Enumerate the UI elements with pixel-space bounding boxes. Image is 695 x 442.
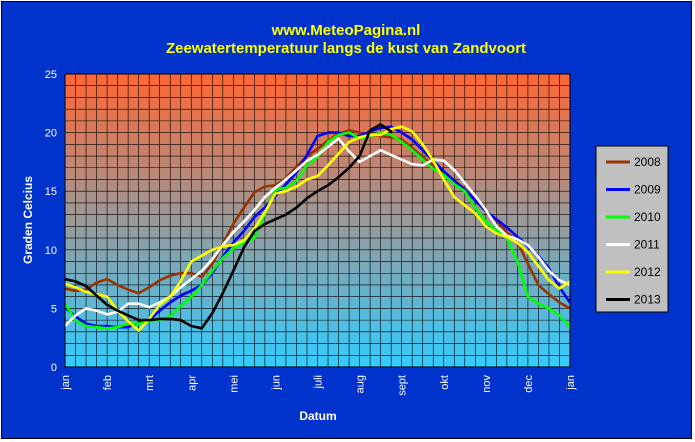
y-tick-label: 10 [45,245,57,257]
x-tick-label: jan [565,375,577,391]
y-tick-label: 25 [45,69,57,81]
x-tick-label: jun [270,375,282,391]
x-tick-label: mrt [144,375,156,391]
x-tick-label: aug [355,375,367,393]
y-axis-label: Graden Celcius [21,176,35,264]
x-axis-ticks: jan feb mrt apr mei jun juli aug sept okt nov dec ja… [60,375,577,396]
grid-lines [65,74,570,367]
chart-subtitle: Zeewatertemperatuur langs de kust van Za… [166,40,526,57]
legend-label-2010: 2010 [634,210,661,224]
x-tick-label: nov [481,375,493,393]
plot-border [64,73,571,368]
series-line-2013 [65,123,393,330]
x-tick-label: sept [397,375,409,396]
x-axis-label: Datum [299,409,336,423]
x-tick-label: feb [102,375,114,390]
x-tick-label: juli [313,375,325,389]
legend-label-2011: 2011 [634,238,660,252]
legend-label-2012: 2012 [634,265,661,279]
x-tick-label: dec [523,375,535,393]
y-tick-label: 0 [51,362,57,374]
x-tick-label: jan [60,375,72,391]
legend: 2008 2009 2010 2011 2012 2013 [595,145,669,313]
y-axis-ticks: 0 5 10 15 20 25 [45,69,57,374]
x-tick-label: okt [439,375,451,390]
y-tick-label: 15 [45,186,57,198]
series-line-2011 [65,137,570,328]
chart-title: www.MeteoPagina.nl [271,22,421,39]
y-tick-label: 20 [45,128,57,140]
series-lines [65,123,570,333]
x-tick-label: apr [186,375,198,391]
legend-box [595,145,669,313]
x-tick-label: mei [228,375,240,393]
legend-label-2008: 2008 [634,155,661,169]
legend-label-2009: 2009 [634,183,661,197]
y-tick-label: 5 [51,303,57,315]
legend-label-2013: 2013 [634,293,661,307]
sea-temperature-chart: www.MeteoPagina.nl Zeewatertemperatuur l… [21,22,669,423]
